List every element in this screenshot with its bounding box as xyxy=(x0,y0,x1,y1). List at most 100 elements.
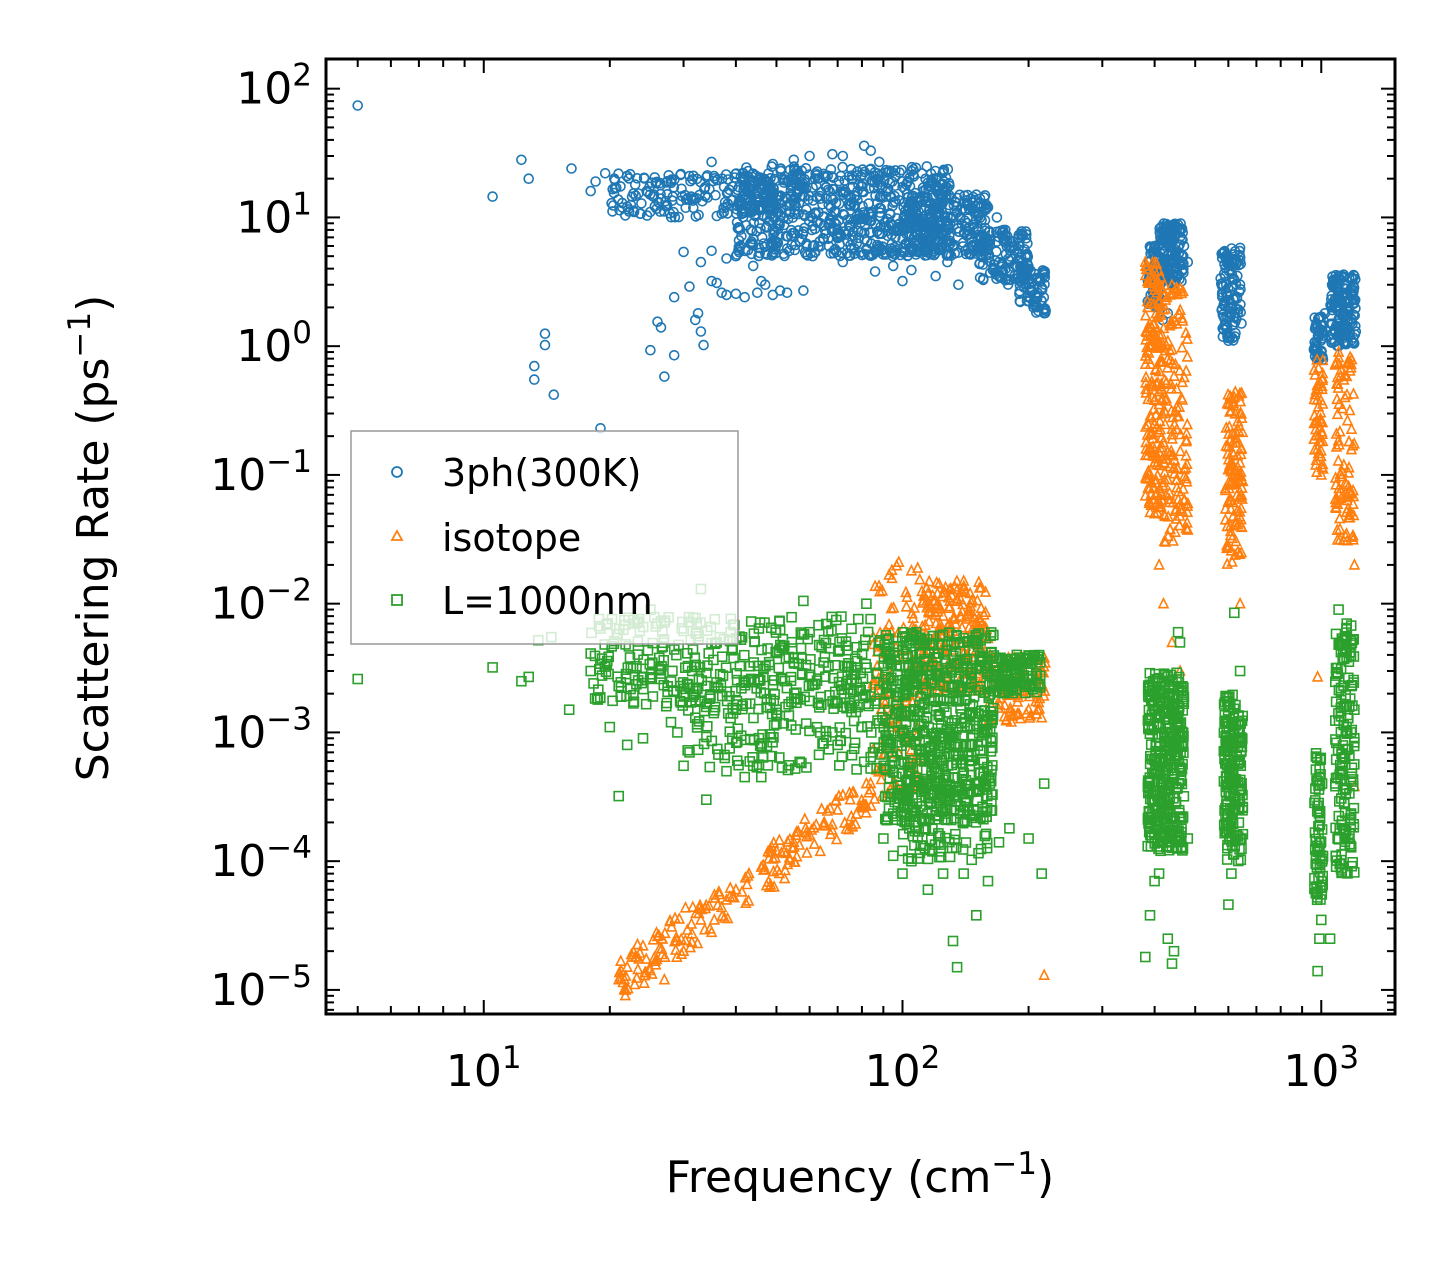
data-point-circle xyxy=(736,174,748,186)
data-point-triangle xyxy=(857,797,869,810)
data-point-square xyxy=(660,700,672,712)
data-point-circle xyxy=(867,249,879,260)
data-point-circle xyxy=(1224,297,1235,309)
data-point-circle xyxy=(942,182,953,193)
data-point-circle xyxy=(662,175,673,187)
data-point-triangle xyxy=(1174,444,1187,457)
data-point-circle xyxy=(659,371,670,382)
data-point-circle xyxy=(945,218,956,229)
data-point-circle xyxy=(955,213,966,225)
data-point-circle xyxy=(585,185,597,197)
data-point-circle xyxy=(617,202,628,213)
data-point-circle xyxy=(873,241,885,252)
data-point-triangle xyxy=(842,822,855,835)
data-point-circle xyxy=(835,186,846,197)
data-point-circle xyxy=(1031,272,1043,284)
data-point-circle xyxy=(768,229,779,240)
data-point-circle xyxy=(733,235,745,246)
data-point-triangle xyxy=(649,954,661,967)
data-point-circle xyxy=(871,174,882,185)
data-point-triangle xyxy=(619,969,632,981)
data-point-circle xyxy=(837,256,849,268)
data-point-circle xyxy=(959,190,970,201)
data-point-circle xyxy=(755,223,766,234)
data-point-triangle xyxy=(709,891,722,903)
data-point-triangle xyxy=(715,900,728,913)
data-point-circle xyxy=(834,239,846,250)
data-point-triangle xyxy=(791,849,803,862)
data-point-circle xyxy=(615,181,626,192)
data-point-circle xyxy=(855,227,867,238)
data-point-triangle xyxy=(771,863,783,875)
data-point-circle xyxy=(807,250,818,262)
data-point-circle xyxy=(933,229,945,241)
data-point-triangle xyxy=(873,584,886,597)
data-point-circle xyxy=(667,191,679,202)
data-point-circle xyxy=(882,225,893,237)
data-point-circle xyxy=(1348,297,1360,309)
data-point-square xyxy=(836,751,848,763)
data-point-circle xyxy=(1172,270,1184,282)
data-point-circle xyxy=(812,216,824,228)
data-point-circle xyxy=(655,193,667,204)
data-point-circle xyxy=(870,190,881,201)
data-point-circle xyxy=(1020,278,1031,290)
data-point-square xyxy=(846,623,857,635)
data-point-circle xyxy=(911,228,923,240)
data-point-circle xyxy=(566,163,577,174)
data-point-circle xyxy=(650,178,662,189)
data-point-circle xyxy=(1153,250,1165,262)
data-point-circle xyxy=(1162,220,1174,232)
data-point-circle xyxy=(837,150,849,162)
data-point-square xyxy=(692,744,704,756)
data-point-circle xyxy=(738,185,749,196)
data-point-triangle xyxy=(1344,403,1356,416)
data-point-triangle xyxy=(801,846,813,858)
data-point-circle xyxy=(832,224,843,235)
data-point-circle xyxy=(744,188,756,199)
data-point-triangle xyxy=(900,585,912,598)
data-point-circle xyxy=(825,192,837,203)
data-point-circle xyxy=(852,232,864,244)
data-point-circle xyxy=(783,245,795,257)
data-point-circle xyxy=(778,177,790,188)
data-point-triangle xyxy=(675,932,687,945)
data-point-circle xyxy=(919,193,930,204)
data-point-circle xyxy=(871,239,883,251)
data-point-triangle xyxy=(664,913,676,926)
data-point-circle xyxy=(590,176,601,187)
data-point-circle xyxy=(756,232,768,243)
data-point-circle xyxy=(1348,294,1360,305)
data-point-circle xyxy=(894,249,906,261)
data-point-circle xyxy=(903,221,915,233)
data-point-circle xyxy=(1028,302,1039,313)
data-point-triangle xyxy=(781,835,794,847)
data-point-triangle xyxy=(826,817,839,830)
data-point-circle xyxy=(523,173,535,184)
data-point-circle xyxy=(1333,313,1345,324)
data-point-square xyxy=(846,749,858,761)
data-point-circle xyxy=(929,191,940,203)
data-point-circle xyxy=(790,239,801,251)
data-point-triangle xyxy=(691,936,704,949)
data-point-circle xyxy=(936,192,948,204)
data-point-triangle xyxy=(687,900,699,913)
data-point-triangle xyxy=(716,909,728,921)
data-point-triangle xyxy=(1341,413,1354,426)
data-point-triangle xyxy=(815,802,828,814)
data-point-circle xyxy=(628,205,640,216)
data-point-square xyxy=(897,828,909,840)
data-point-triangle xyxy=(640,952,653,964)
data-points xyxy=(352,100,1362,1001)
data-point-triangle xyxy=(769,851,782,863)
data-point-circle xyxy=(1023,263,1034,275)
data-point-square xyxy=(833,760,845,771)
data-point-circle xyxy=(1161,259,1172,271)
data-point-circle xyxy=(1025,265,1036,276)
data-point-circle xyxy=(759,248,771,259)
data-point-square xyxy=(795,642,807,654)
data-point-circle xyxy=(931,242,943,253)
data-point-circle xyxy=(865,215,877,227)
data-point-triangle xyxy=(807,821,820,833)
data-point-circle xyxy=(716,173,728,184)
